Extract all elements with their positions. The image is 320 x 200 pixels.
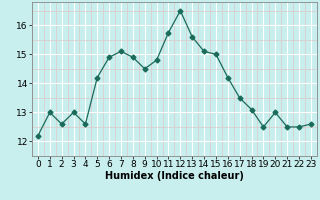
X-axis label: Humidex (Indice chaleur): Humidex (Indice chaleur) [105, 171, 244, 181]
